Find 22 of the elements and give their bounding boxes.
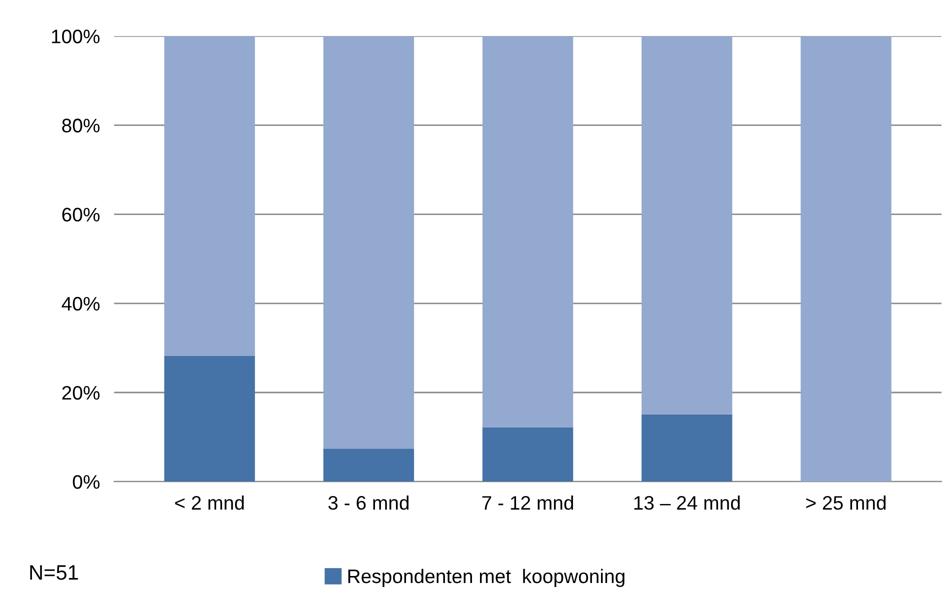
bar [800,36,892,482]
y-tick-label: 40% [62,296,100,311]
bar [323,448,414,482]
x-tick-label: > 25 mnd [806,495,886,510]
y-tick-label: 0% [72,475,100,489]
x-tick-label: 3 - 6 mnd [328,495,409,510]
x-tick-label: 13 – 24 mnd [634,495,740,510]
bar [642,414,732,482]
y-tick-label: 100% [52,30,100,44]
x-tick-label: < 2 mnd [175,495,244,510]
legend-label: Respondenten met koopwoning [348,568,624,588]
bar [482,36,574,428]
y-tick-label: 80% [62,118,100,132]
x-tick-label: 7 - 12 mnd [482,495,574,510]
text: N=51 [30,565,78,580]
bar [164,36,255,356]
bar [642,36,732,414]
y-tick-label: 60% [62,208,100,222]
y-tick-label: 20% [62,386,100,400]
bar [164,356,255,482]
bar [482,427,574,482]
bar [323,36,414,449]
